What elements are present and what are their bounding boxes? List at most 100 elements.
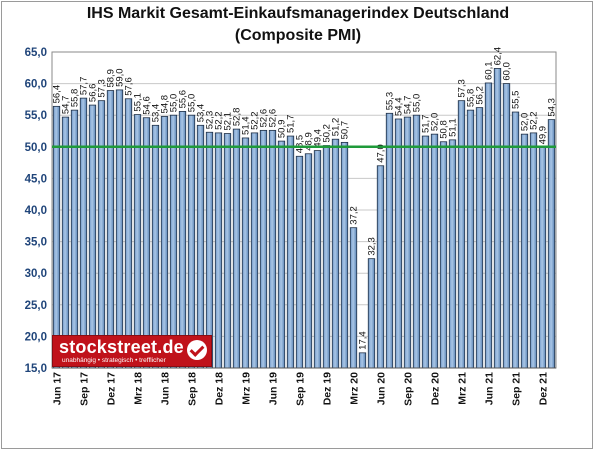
data-label: 53,4 — [196, 104, 207, 123]
data-label: 59,0 — [115, 68, 126, 87]
x-tick-label: Dez 19 — [322, 372, 334, 405]
data-label: 52,6 — [259, 109, 270, 128]
x-tick-label: Sep 17 — [79, 372, 91, 406]
x-tick-label: Jun 21 — [484, 372, 496, 405]
y-tick-label: 50,0 — [25, 142, 47, 154]
bar — [511, 111, 520, 369]
bar — [196, 124, 205, 369]
bar — [529, 132, 538, 369]
data-label: 52,2 — [529, 111, 540, 130]
bar — [88, 104, 97, 369]
stockstreet-logo: stockstreet.de unabhängig • strategisch … — [52, 335, 212, 367]
bar — [97, 100, 106, 369]
data-label: 54,4 — [394, 97, 405, 116]
checkmark-icon — [187, 340, 207, 360]
bar — [214, 132, 223, 369]
data-label: 62,4 — [493, 47, 504, 66]
data-label: 54,7 — [403, 96, 414, 115]
bar — [241, 137, 250, 369]
logo-wordmark: stockstreet.de — [59, 337, 184, 357]
bar — [403, 116, 412, 369]
x-tick-label: Mrz 19 — [241, 372, 253, 405]
data-label: 37,2 — [349, 206, 360, 225]
x-tick-label: Mrz 20 — [349, 372, 361, 405]
data-label: 51,4 — [241, 116, 252, 135]
y-tick-label: 25,0 — [25, 300, 47, 312]
data-label: 51,7 — [286, 115, 297, 134]
bar — [385, 112, 394, 369]
data-label: 55,8 — [70, 89, 81, 108]
bar — [187, 114, 196, 369]
y-tick-label: 35,0 — [25, 237, 47, 249]
bar — [160, 116, 169, 369]
x-tick-label: Jun 17 — [52, 372, 64, 405]
data-label: 50,9 — [277, 120, 288, 139]
bar — [205, 131, 214, 369]
x-tick-label: Mrz 21 — [457, 372, 469, 405]
data-label: 54,3 — [547, 98, 558, 117]
bar — [457, 100, 466, 369]
x-tick-label: Dez 20 — [430, 372, 442, 405]
bar — [439, 141, 448, 369]
x-tick-label: Jun 18 — [160, 372, 172, 405]
data-label: 60,0 — [502, 62, 513, 81]
y-tick-label: 20,0 — [25, 331, 47, 343]
data-label: 51,7 — [421, 115, 432, 134]
bar — [502, 83, 511, 369]
logo-tagline: unabhängig • strategisch • trefflicher — [62, 357, 166, 364]
data-label: 57,6 — [124, 77, 135, 96]
bar — [313, 150, 322, 369]
bar — [358, 352, 367, 369]
bar — [169, 114, 178, 369]
bar — [295, 155, 304, 369]
x-tick-label: Sep 19 — [295, 372, 307, 406]
bar — [340, 141, 349, 369]
bar — [538, 147, 547, 369]
bar — [277, 140, 286, 369]
bar — [115, 89, 124, 369]
data-label: 55,8 — [466, 89, 477, 108]
data-label: 48,5 — [295, 135, 306, 154]
data-label: 53,4 — [151, 104, 162, 123]
x-tick-label: Dez 17 — [106, 372, 118, 405]
data-label: 54,6 — [142, 96, 153, 115]
data-label: 50,7 — [340, 121, 351, 140]
data-label: 50,8 — [439, 120, 450, 139]
data-label: 52,3 — [205, 111, 216, 130]
bar — [394, 118, 403, 369]
data-label: 60,1 — [484, 61, 495, 80]
bar — [322, 145, 331, 369]
data-label: 55,0 — [169, 94, 180, 113]
bar — [421, 135, 430, 369]
bar — [250, 132, 259, 369]
y-tick-label: 45,0 — [25, 173, 47, 185]
x-tick-label: Jun 19 — [268, 372, 280, 405]
bar — [520, 133, 529, 369]
data-label: 52,6 — [268, 109, 279, 128]
x-tick-label: Mrz 18 — [133, 372, 145, 405]
bar — [142, 117, 151, 369]
data-label: 52,2 — [214, 111, 225, 130]
bar — [547, 119, 556, 369]
bar — [331, 138, 340, 369]
data-label: 55,1 — [133, 93, 144, 112]
bar — [106, 90, 115, 369]
x-tick-label: Dez 21 — [538, 372, 550, 405]
data-label: 52,2 — [250, 111, 261, 130]
data-label: 50,2 — [322, 124, 333, 143]
data-label: 57,7 — [79, 77, 90, 96]
data-label: 55,0 — [412, 94, 423, 113]
bar — [223, 133, 232, 369]
bar — [124, 98, 133, 369]
x-tick-label: Sep 18 — [187, 372, 199, 406]
bar — [367, 258, 376, 369]
bar — [232, 128, 241, 369]
data-label: 52,0 — [430, 113, 441, 132]
data-label: 57,3 — [457, 79, 468, 98]
data-label: 51,2 — [331, 118, 342, 137]
data-label: 55,6 — [178, 90, 189, 109]
data-label: 51,1 — [448, 118, 459, 137]
data-label: 49,4 — [313, 129, 324, 148]
y-tick-label: 15,0 — [25, 363, 47, 375]
x-tick-label: Sep 21 — [511, 372, 523, 406]
